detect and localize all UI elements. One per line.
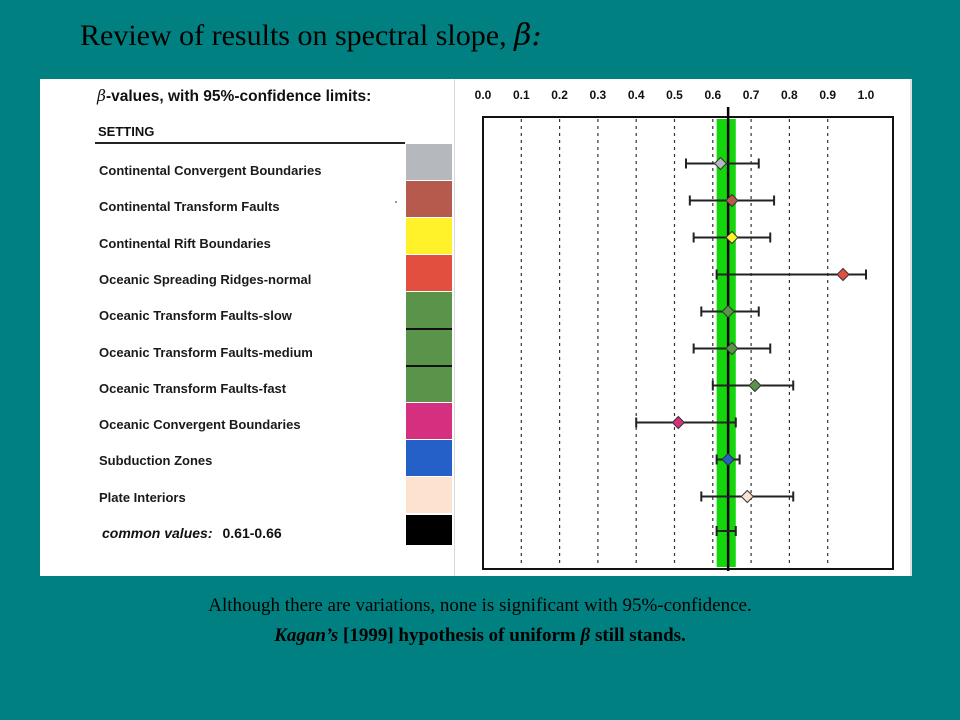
data-point <box>836 267 850 282</box>
beta-plot: 0.0 0.1 0.2 0.3 0.4 0.5 0.6 0.7 0.8 0.9 1.0 <box>475 88 894 571</box>
color-swatch <box>406 366 452 402</box>
category-label: Continental Rift Boundaries <box>99 235 271 251</box>
slide-title-beta: β: <box>514 18 542 53</box>
data-point <box>740 489 754 504</box>
chart-panel: β-values, with 95%-confidence limits: SE… <box>40 79 912 576</box>
slide-title-text: Review of results on spectral slope, <box>80 19 507 52</box>
category-label: Oceanic Convergent Boundaries <box>99 417 301 433</box>
color-swatch <box>406 144 452 180</box>
common-values-row: common values: 0.61-0.66 <box>102 525 282 541</box>
category-label: Oceanic Spreading Ridges-normal <box>99 271 312 287</box>
color-swatch <box>406 255 452 291</box>
x-tick-label: 0.1 <box>513 88 530 102</box>
plot-frame <box>482 116 894 570</box>
setting-header: SETTING <box>98 124 155 139</box>
category-label: Subduction Zones <box>99 453 213 469</box>
data-point <box>721 452 735 467</box>
data-point <box>725 230 739 245</box>
category-label: Oceanic Transform Faults-fast <box>99 380 287 396</box>
x-tick-label: 0.5 <box>666 88 683 102</box>
x-tick-label: 0.8 <box>781 88 798 102</box>
caption-beta: β <box>580 625 591 646</box>
x-tick-label: 0.7 <box>743 88 760 102</box>
category-label: Oceanic Transform Faults-slow <box>99 308 292 324</box>
data-point <box>725 341 739 356</box>
category-label: Continental Convergent Boundaries <box>99 163 322 178</box>
data-point <box>671 415 686 430</box>
category-label: Continental Transform Faults <box>99 199 280 215</box>
caption-line-2: Kagan’s [1999] hypothesis of uniform β s… <box>0 625 960 647</box>
x-tick-label: 0.9 <box>819 88 836 102</box>
swatch-divider <box>406 365 452 367</box>
color-swatch <box>406 181 452 217</box>
x-tick-label: 0.6 <box>704 88 721 102</box>
color-swatch <box>406 329 452 365</box>
color-swatch <box>406 292 452 328</box>
data-point <box>748 378 762 393</box>
caption-kagan: Kagan’s <box>274 625 339 646</box>
data-point <box>725 193 739 208</box>
common-values-value: 0.61-0.66 <box>222 525 282 541</box>
table-title: β-values, with 95%-confidence limits: <box>97 87 371 106</box>
data-point <box>713 156 728 171</box>
x-tick-label: 0.4 <box>628 88 645 102</box>
x-tick-label: 0.3 <box>590 88 607 102</box>
caption-citation: [1999] hypothesis of uniform <box>343 625 576 646</box>
panel-edge <box>910 79 912 576</box>
common-values-band <box>716 119 736 567</box>
x-tick-label: 0.2 <box>551 88 568 102</box>
color-swatch <box>406 403 452 439</box>
color-swatch <box>406 440 452 476</box>
swatch-divider <box>406 328 452 330</box>
header-rule <box>95 142 405 144</box>
x-tick-label: 1.0 <box>858 88 875 102</box>
table-title-beta: β <box>97 87 106 105</box>
slide-title: Review of results on spectral slope, β: <box>80 18 542 53</box>
category-label: Plate Interiors <box>99 489 186 505</box>
data-point <box>721 304 735 319</box>
common-values-label: common values: <box>102 525 213 541</box>
common-values-swatch <box>406 515 452 545</box>
stray-dot <box>395 201 397 203</box>
caption-end: still stands. <box>595 625 686 646</box>
x-tick-label: 0.0 <box>475 88 492 102</box>
panel-divider <box>454 79 455 576</box>
table-title-text: -values, with 95%-confidence limits: <box>105 88 372 105</box>
caption-line-1: Although there are variations, none is s… <box>208 595 752 616</box>
category-label: Oceanic Transform Faults-medium <box>99 344 313 360</box>
color-swatch <box>406 477 452 513</box>
color-swatch <box>406 218 452 254</box>
